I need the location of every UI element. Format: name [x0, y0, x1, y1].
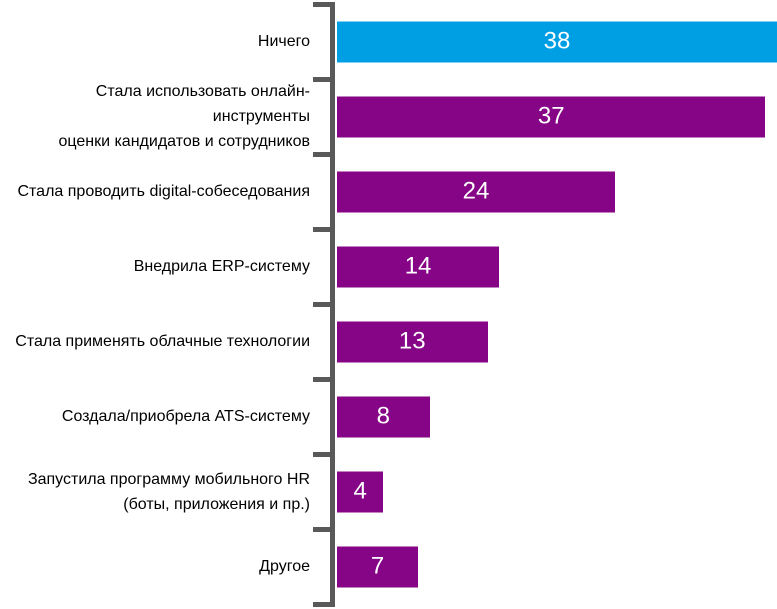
bar-track: 24 [337, 154, 777, 229]
bar-track: 8 [337, 379, 777, 454]
axis-tick [313, 2, 335, 7]
bar: 38 [337, 21, 777, 62]
chart-rows: Ничего 38 Стала использовать онлайн-инст… [0, 4, 777, 604]
bar-track: 7 [337, 529, 777, 604]
bar: 37 [337, 96, 766, 137]
bar-value-label: 14 [404, 252, 432, 280]
category-label: Создала/приобрела ATS-систему [61, 408, 310, 425]
chart-row: Стала проводить digital-собеседования 24 [0, 154, 777, 229]
axis-tick [313, 452, 335, 457]
bar-value-label: 24 [462, 177, 490, 205]
axis-tick [313, 227, 335, 232]
bar: 8 [337, 396, 430, 437]
bar-value-label: 13 [398, 327, 426, 355]
bar-track: 4 [337, 454, 777, 529]
bar: 14 [337, 246, 500, 287]
category-label: Внедрила ERP-систему [133, 258, 310, 275]
bar: 24 [337, 171, 615, 212]
bar: 13 [337, 321, 488, 362]
category-label: Запустила программу мобильного HR (боты,… [27, 470, 310, 513]
bar-track: 14 [337, 229, 777, 304]
axis-tick [313, 302, 335, 307]
bar: 4 [337, 471, 384, 512]
category-label: Ничего [257, 33, 310, 50]
bar-track: 37 [337, 79, 777, 154]
axis-tick [313, 77, 335, 82]
chart-row: Стала применять облачные технологии 13 [0, 304, 777, 379]
category-label: Стала использовать онлайн-инструменты оц… [58, 83, 310, 150]
bar-value-label: 8 [376, 402, 390, 430]
category-label: Стала применять облачные технологии [15, 333, 310, 350]
axis-tick [313, 152, 335, 157]
axis-tick [313, 602, 335, 607]
bar: 7 [337, 546, 419, 587]
chart-row: Внедрила ERP-систему 14 [0, 229, 777, 304]
chart-row: Стала использовать онлайн-инструменты оц… [0, 79, 777, 154]
bar-value-label: 7 [370, 552, 385, 580]
bar-value-label: 4 [353, 477, 367, 505]
chart-row: Запустила программу мобильного HR (боты,… [0, 454, 777, 529]
category-label: Стала проводить digital-собеседования [17, 183, 310, 200]
category-label: Другое [259, 558, 310, 575]
chart-row: Создала/приобрела ATS-систему 8 [0, 379, 777, 454]
axis-tick [313, 377, 335, 382]
chart-row: Ничего 38 [0, 4, 777, 79]
axis-tick [313, 527, 335, 532]
chart-row: Другое 7 [0, 529, 777, 604]
bar-value-label: 37 [537, 102, 565, 130]
bar-track: 13 [337, 304, 777, 379]
bar-track: 38 [337, 4, 777, 79]
bar-value-label: 38 [543, 27, 571, 55]
